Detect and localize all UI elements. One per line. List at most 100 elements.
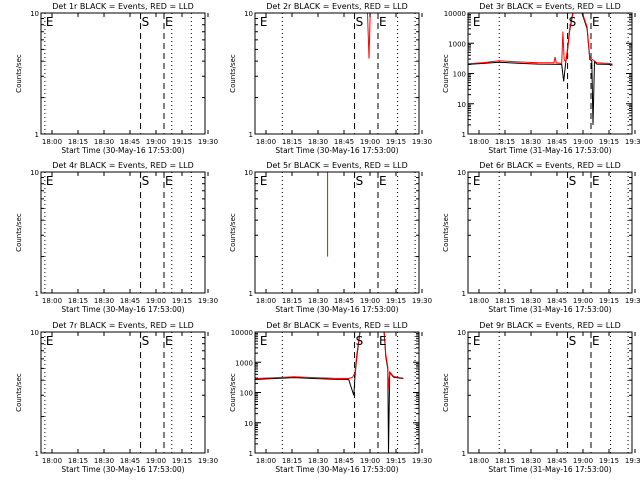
- panel-det-1: Det 1r BLACK = Events, RED = LLD 1 10 18:00…: [15, 2, 218, 155]
- marker-label-e: E: [260, 15, 268, 29]
- x-axis-label: Start Time (31-May-16 17:53:00): [488, 146, 611, 155]
- plot-frame: [254, 171, 420, 294]
- y-tick-label: 10000: [444, 10, 466, 18]
- x-tick-label: 19:15: [599, 457, 619, 465]
- y-tick-label: 1: [249, 131, 253, 139]
- marker-label-e: E: [473, 15, 481, 29]
- marker-label-e: E: [592, 334, 600, 348]
- plot-frame: [40, 331, 206, 454]
- x-tick-label: 18:30: [521, 457, 541, 465]
- x-axis-label: Start Time (31-May-16 17:53:00): [488, 465, 611, 474]
- x-tick-label: 18:30: [308, 138, 328, 146]
- y-tick-label: 10: [244, 169, 253, 177]
- y-axis-label: Counts/sec: [229, 213, 237, 252]
- x-tick-label: 19:30: [625, 297, 640, 305]
- x-tick-label: 19:30: [198, 297, 218, 305]
- x-tick-label: 19:30: [412, 297, 432, 305]
- y-tick-label: 1000: [448, 40, 466, 48]
- x-tick-label: 18:15: [282, 297, 302, 305]
- plot-frame: [254, 331, 420, 454]
- y-tick-label: 1: [462, 131, 466, 139]
- plot-data-area: [281, 172, 416, 293]
- panel-det-9: Det 9r BLACK = Events, RED = LLD 1 10 18:00…: [442, 321, 640, 474]
- y-tick-label: 1: [462, 450, 466, 458]
- plot-frame: [467, 171, 633, 294]
- panel-title: Det 1r BLACK = Events, RED = LLD: [52, 2, 194, 11]
- events-series-line: [468, 13, 574, 82]
- x-tick-label: 18:00: [469, 138, 489, 146]
- lld-series-line: [581, 13, 613, 65]
- plot-frame: [467, 12, 633, 135]
- x-tick-label: 18:15: [282, 457, 302, 465]
- y-tick-label: 1: [35, 450, 39, 458]
- x-tick-label: 18:00: [42, 457, 62, 465]
- plot-data-area: [498, 172, 629, 293]
- x-tick-label: 19:15: [386, 297, 406, 305]
- plot-frame: [467, 331, 633, 454]
- y-tick-label: 10: [30, 329, 39, 337]
- panel-title: Det 7r BLACK = Events, RED = LLD: [52, 321, 194, 330]
- x-tick-label: 18:45: [120, 457, 140, 465]
- x-tick-label: 19:30: [412, 138, 432, 146]
- x-tick-label: 19:30: [198, 457, 218, 465]
- y-tick-label: 10: [457, 329, 466, 337]
- x-tick-label: 19:30: [625, 457, 640, 465]
- y-axis-label: Counts/sec: [15, 373, 23, 412]
- x-axis-label: Start Time (30-May-16 17:53:00): [61, 146, 184, 155]
- y-tick-label: 10: [30, 169, 39, 177]
- x-tick-label: 19:30: [198, 138, 218, 146]
- plot-data-area: [498, 332, 629, 453]
- marker-label-s: S: [142, 334, 150, 348]
- x-tick-label: 19:15: [599, 297, 619, 305]
- y-tick-label: 1: [35, 131, 39, 139]
- x-axis-label: Start Time (30-May-16 17:53:00): [275, 305, 398, 314]
- x-tick-label: 19:30: [625, 138, 640, 146]
- x-tick-label: 19:00: [573, 297, 593, 305]
- panel-det-2: Det 2r BLACK = Events, RED = LLD 1 10 18:00…: [229, 2, 432, 155]
- plot-frame: [40, 171, 206, 294]
- x-tick-label: 19:00: [360, 297, 380, 305]
- lld-series-line: [367, 13, 371, 59]
- x-tick-label: 19:15: [599, 138, 619, 146]
- x-axis-label: Start Time (30-May-16 17:53:00): [275, 465, 398, 474]
- x-tick-label: 18:00: [469, 297, 489, 305]
- panel-title: Det 9r BLACK = Events, RED = LLD: [479, 321, 621, 330]
- x-tick-label: 18:15: [68, 297, 88, 305]
- y-axis-label: Counts/sec: [442, 373, 450, 412]
- x-tick-label: 18:45: [334, 297, 354, 305]
- panel-det-4: Det 4r BLACK = Events, RED = LLD 1 10 18:00…: [15, 161, 218, 314]
- marker-label-s: S: [356, 334, 364, 348]
- marker-label-e: E: [165, 15, 173, 29]
- x-tick-label: 18:30: [521, 138, 541, 146]
- x-tick-label: 19:00: [360, 457, 380, 465]
- marker-label-s: S: [356, 15, 364, 29]
- marker-label-s: S: [569, 174, 577, 188]
- lld-series-line: [383, 332, 404, 390]
- plot-data-area: [44, 172, 192, 293]
- x-tick-label: 18:15: [495, 457, 515, 465]
- y-tick-label: 1: [35, 290, 39, 298]
- plot-data-area: [281, 13, 416, 134]
- marker-label-e: E: [379, 174, 387, 188]
- panel-title: Det 5r BLACK = Events, RED = LLD: [266, 161, 408, 170]
- x-tick-label: 18:45: [120, 138, 140, 146]
- x-tick-label: 19:00: [146, 297, 166, 305]
- y-tick-label: 10: [457, 169, 466, 177]
- y-tick-label: 1: [249, 290, 253, 298]
- y-tick-label: 1000: [235, 359, 253, 367]
- x-tick-label: 18:30: [94, 297, 114, 305]
- x-tick-label: 19:15: [386, 457, 406, 465]
- x-tick-label: 18:30: [308, 457, 328, 465]
- marker-label-s: S: [142, 15, 150, 29]
- panel-title: Det 4r BLACK = Events, RED = LLD: [52, 161, 194, 170]
- x-tick-label: 18:00: [42, 297, 62, 305]
- x-tick-label: 19:15: [172, 297, 192, 305]
- lld-series-line: [468, 13, 574, 65]
- panel-title: Det 3r BLACK = Events, RED = LLD: [479, 2, 621, 11]
- x-tick-label: 19:00: [146, 457, 166, 465]
- x-tick-label: 18:00: [256, 457, 276, 465]
- x-tick-label: 18:30: [94, 457, 114, 465]
- panel-det-3: Det 3r BLACK = Events, RED = LLD 1 10 100 10…: [442, 2, 640, 155]
- marker-label-e: E: [165, 174, 173, 188]
